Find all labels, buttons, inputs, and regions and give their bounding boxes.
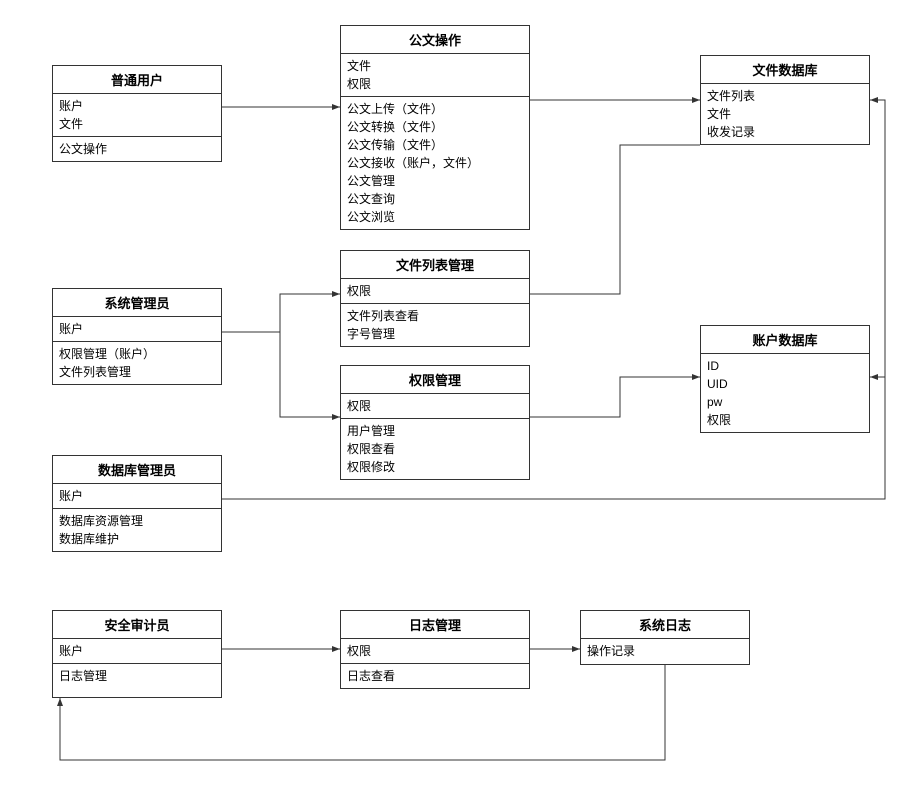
box-row: pw [707,393,863,411]
box-row: 账户 [59,97,215,115]
box-title-logmgmt: 日志管理 [341,611,529,639]
edge-permmgmt-accountdb [530,377,700,417]
box-auditor: 安全审计员账户日志管理 [52,610,222,698]
box-section: 权限 [341,279,529,304]
box-section: 文件列表文件收发记录 [701,84,869,144]
box-title-syslog: 系统日志 [581,611,749,639]
box-row: 账户 [59,320,215,338]
box-title-filedb: 文件数据库 [701,56,869,84]
box-permmgmt: 权限管理权限用户管理权限查看权限修改 [340,365,530,480]
box-section: 账户 [53,639,221,664]
box-section: 公文上传（文件）公文转换（文件）公文传输（文件）公文接收（账户，文件）公文管理公… [341,97,529,229]
edge-filelist-filedb [530,145,700,294]
box-row: 权限 [347,642,523,660]
box-row: 日志管理 [59,667,215,685]
box-row: 公文转换（文件） [347,118,523,136]
box-row: 公文传输（文件） [347,136,523,154]
box-row: 文件列表 [707,87,863,105]
box-title-user: 普通用户 [53,66,221,94]
box-row: 文件 [347,57,523,75]
box-syslog: 系统日志操作记录 [580,610,750,665]
box-section: 权限 [341,639,529,664]
box-row: 字号管理 [347,325,523,343]
box-section: IDUIDpw权限 [701,354,869,432]
box-logmgmt: 日志管理权限日志查看 [340,610,530,689]
box-row: 公文操作 [59,140,215,158]
box-row: 权限查看 [347,440,523,458]
box-row: 权限 [347,397,523,415]
box-row: 用户管理 [347,422,523,440]
box-row: 权限修改 [347,458,523,476]
box-section: 文件列表查看字号管理 [341,304,529,346]
box-row: 公文浏览 [347,208,523,226]
box-row: 操作记录 [587,642,743,660]
edge-sysadmin-filelist [222,294,340,332]
box-row: 账户 [59,487,215,505]
box-section: 数据库资源管理数据库维护 [53,509,221,551]
box-row: UID [707,375,863,393]
box-row: 文件 [59,115,215,133]
box-section: 文件权限 [341,54,529,97]
box-filedb: 文件数据库文件列表文件收发记录 [700,55,870,145]
box-section: 账户 [53,484,221,509]
box-user: 普通用户账户文件公文操作 [52,65,222,162]
box-section: 公文操作 [53,137,221,161]
box-title-docop: 公文操作 [341,26,529,54]
box-section: 用户管理权限查看权限修改 [341,419,529,479]
box-row: 公文上传（文件） [347,100,523,118]
box-row: 权限管理（账户） [59,345,215,363]
edge-dbadmin-filedb-right [870,100,885,499]
box-docop: 公文操作文件权限公文上传（文件）公文转换（文件）公文传输（文件）公文接收（账户，… [340,25,530,230]
box-title-accountdb: 账户数据库 [701,326,869,354]
box-section: 账户文件 [53,94,221,137]
box-section: 账户 [53,317,221,342]
box-row: 文件列表管理 [59,363,215,381]
box-row: 收发记录 [707,123,863,141]
box-row: 公文接收（账户，文件） [347,154,523,172]
box-section: 操作记录 [581,639,749,663]
box-sysadmin: 系统管理员账户权限管理（账户）文件列表管理 [52,288,222,385]
box-row: 数据库维护 [59,530,215,548]
edge-sysadmin-permmgmt [222,332,340,417]
diagram-canvas: 普通用户账户文件公文操作公文操作文件权限公文上传（文件）公文转换（文件）公文传输… [0,0,901,807]
box-row: 权限 [347,75,523,93]
box-row: 数据库资源管理 [59,512,215,530]
box-title-filelist: 文件列表管理 [341,251,529,279]
box-row: ID [707,357,863,375]
box-title-permmgmt: 权限管理 [341,366,529,394]
box-accountdb: 账户数据库IDUIDpw权限 [700,325,870,433]
box-section: 日志管理 [53,664,221,688]
box-row: 权限 [347,282,523,300]
box-title-dbadmin: 数据库管理员 [53,456,221,484]
box-title-auditor: 安全审计员 [53,611,221,639]
box-row: 公文查询 [347,190,523,208]
box-section: 日志查看 [341,664,529,688]
box-row: 文件 [707,105,863,123]
box-title-sysadmin: 系统管理员 [53,289,221,317]
box-section: 权限管理（账户）文件列表管理 [53,342,221,384]
box-row: 文件列表查看 [347,307,523,325]
box-row: 日志查看 [347,667,523,685]
box-dbadmin: 数据库管理员账户数据库资源管理数据库维护 [52,455,222,552]
box-row: 公文管理 [347,172,523,190]
box-row: 权限 [707,411,863,429]
box-row: 账户 [59,642,215,660]
box-filelist: 文件列表管理权限文件列表查看字号管理 [340,250,530,347]
box-section: 权限 [341,394,529,419]
